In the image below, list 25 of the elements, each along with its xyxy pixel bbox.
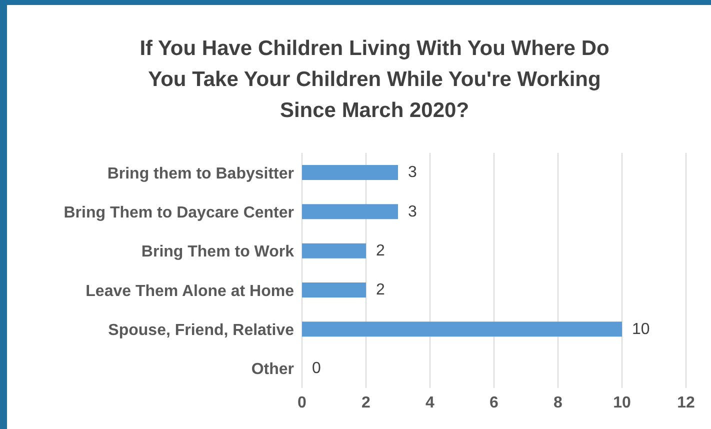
x-tick-label: 0 [298, 394, 307, 412]
y-tick-label: Bring them to Babysitter [107, 165, 294, 182]
x-tick-label: 6 [490, 394, 499, 412]
data-label: 3 [408, 164, 417, 182]
data-label: 2 [376, 242, 385, 260]
data-label: 3 [408, 203, 417, 220]
bar [302, 204, 398, 220]
chart-title: If You Have Children Living With You Where Do You Take Your Children While You're Working Since March 2020? [138, 36, 610, 124]
data-label: 10 [632, 320, 650, 338]
y-tick-label: Bring Them to Work [141, 244, 294, 261]
x-tick-label: 8 [554, 394, 563, 412]
bar [302, 282, 366, 298]
bar [302, 165, 398, 180]
y-tick-label: Leave Them Alone at Home [86, 282, 294, 300]
bar [302, 243, 366, 258]
data-label: 0 [312, 360, 321, 377]
x-tick-label: 10 [613, 394, 631, 412]
x-tick-label: 12 [677, 394, 695, 412]
y-tick-label: Spouse, Friend, Relative [108, 322, 294, 339]
y-tick-label: Other [251, 361, 294, 378]
y-tick-label: Bring Them to Daycare Center [64, 204, 294, 222]
bar [302, 322, 622, 337]
data-label: 2 [376, 282, 385, 299]
x-tick-label: 2 [362, 394, 371, 412]
x-tick-label: 4 [426, 394, 435, 412]
